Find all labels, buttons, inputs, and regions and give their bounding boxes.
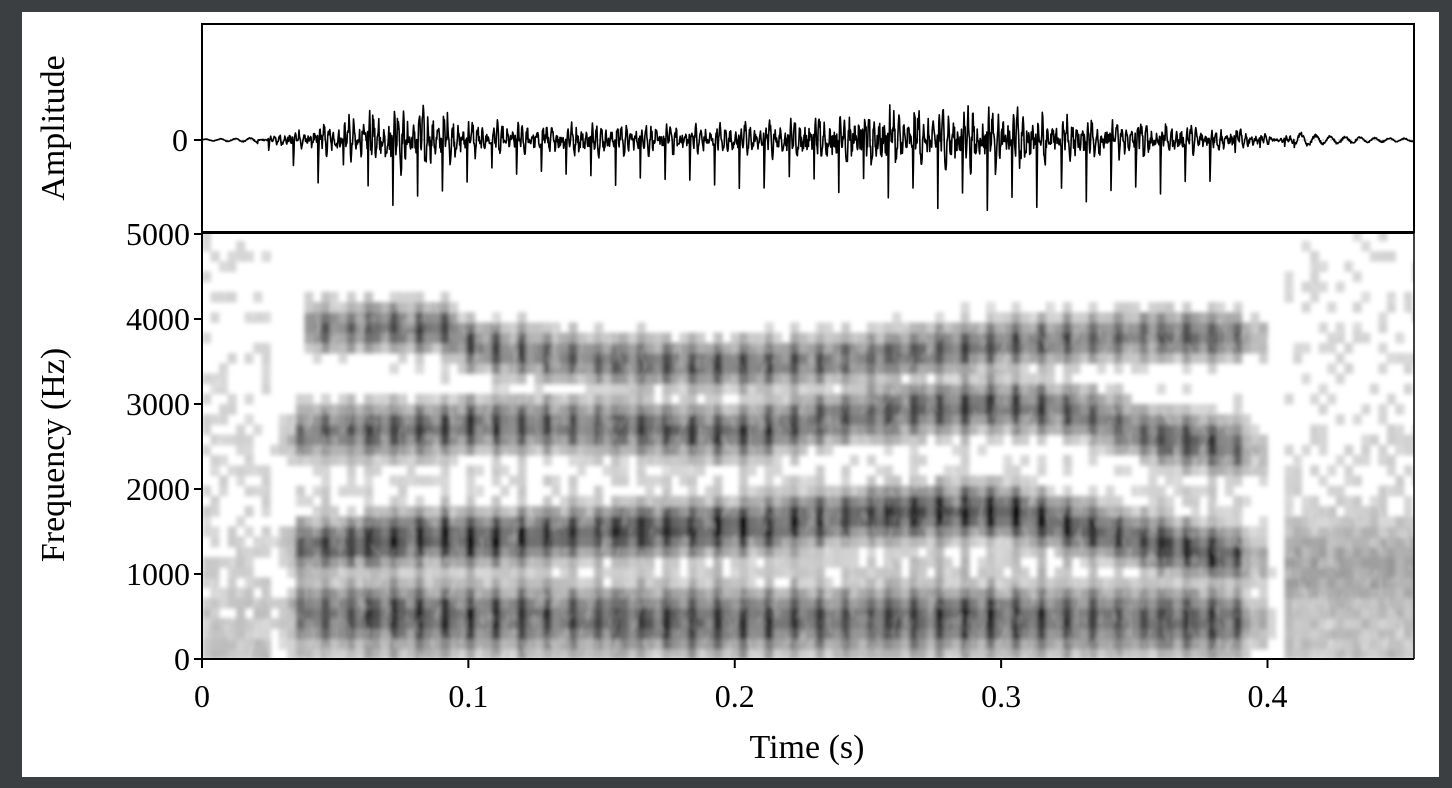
y-tick-label: 4000 [126,301,190,337]
x-tick-label: 0.2 [715,678,755,714]
y-tick-label: 5000 [126,216,190,252]
spectrogram-speckle [202,234,1414,660]
x-tick-label: 0.4 [1247,678,1287,714]
waveform-plot-border [201,23,1415,233]
spectrogram-x-ticks: 0 0.1 0.2 0.3 0.4 [194,659,1287,714]
waveform-y-tick-label: 0 [172,122,188,158]
x-tick-label: 0.3 [981,678,1021,714]
waveform-panel: 0 Amplitude [35,23,1415,233]
waveform-y-axis-label: Amplitude [35,55,72,200]
spectrogram-y-ticks: 0 1000 2000 3000 4000 5000 [126,216,202,677]
waveform-y-ticks: 0 [172,122,202,158]
y-tick-label: 2000 [126,471,190,507]
x-tick-label: 0.1 [448,678,488,714]
spectrogram-y-axis-label: Frequency (Hz) [35,348,72,562]
waveform-trace [202,104,1414,212]
spectrogram-panel: 0 0.1 0.2 0.3 0.4 0 1000 2000 3000 4000 5000 Freq… [35,216,1415,766]
y-tick-label: 0 [174,641,190,677]
y-tick-label: 1000 [126,556,190,592]
spectrogram-figure: 0 Amplitude 0 0.1 0.2 0.3 0.4 0 1000 2000 3000 4… [35,23,1415,766]
spectrogram-x-axis-label: Time (s) [750,729,865,766]
x-tick-label: 0 [194,678,210,714]
figure-frame: 0 Amplitude 0 0.1 0.2 0.3 0.4 0 1000 2000 3000 4… [22,12,1439,777]
y-tick-label: 3000 [126,386,190,422]
